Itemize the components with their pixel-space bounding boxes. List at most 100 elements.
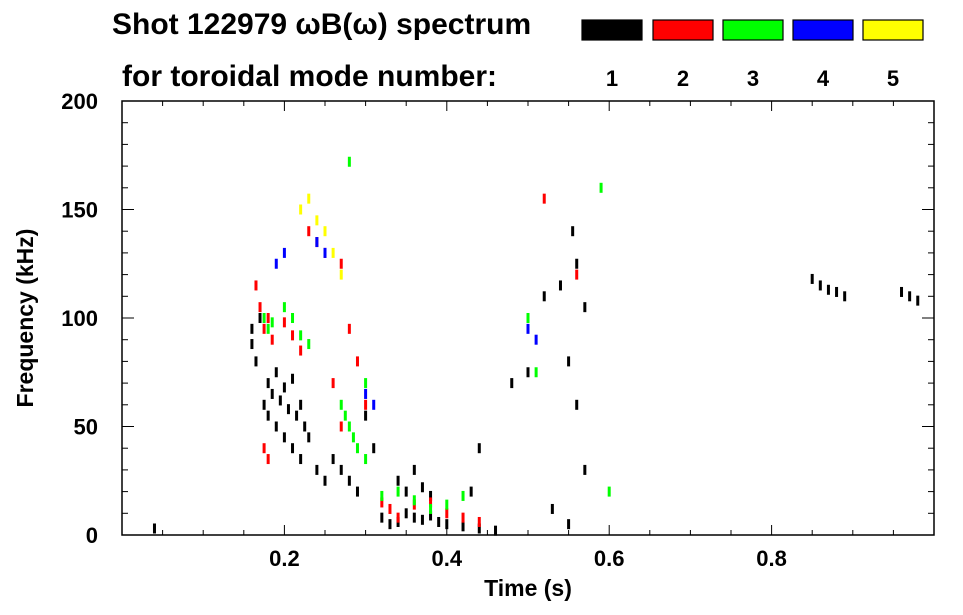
legend-swatch-mode-5	[862, 19, 924, 41]
data-point	[575, 269, 579, 280]
data-point	[477, 443, 481, 454]
data-point	[355, 486, 359, 497]
data-point	[575, 258, 579, 269]
data-point	[266, 410, 270, 421]
data-point	[331, 454, 335, 465]
data-point	[388, 519, 392, 530]
plot-area: 0.2 0.4 0.6 0.8 0 50 100 150 200	[61, 89, 935, 571]
data-point	[396, 475, 400, 486]
data-point	[262, 313, 266, 323]
legend-label-mode-4: 4	[817, 66, 830, 91]
data-point	[307, 339, 311, 350]
data-point	[437, 516, 441, 527]
data-point	[254, 356, 258, 367]
data-point	[307, 226, 311, 237]
y-tick-label: 50	[74, 415, 98, 440]
data-points	[152, 156, 920, 536]
data-point	[396, 512, 400, 523]
data-point	[270, 317, 274, 328]
data-point	[307, 193, 311, 204]
legend-label-mode-2: 2	[677, 66, 689, 91]
data-point	[262, 399, 266, 410]
data-point	[412, 512, 416, 523]
data-point	[429, 490, 433, 501]
data-point	[278, 395, 282, 406]
data-point	[526, 367, 530, 378]
data-point	[461, 512, 465, 523]
y-tick-label: 150	[61, 198, 98, 223]
data-point	[372, 443, 376, 454]
data-point	[339, 258, 343, 269]
data-point	[550, 503, 554, 514]
legend-swatch-mode-1	[581, 19, 643, 41]
data-point	[299, 204, 303, 215]
data-point	[404, 508, 408, 519]
data-point	[420, 482, 424, 493]
data-point	[274, 258, 278, 269]
data-point	[152, 523, 156, 534]
data-point	[461, 490, 465, 501]
data-point	[291, 313, 295, 323]
data-point	[380, 512, 384, 523]
data-point	[266, 313, 270, 323]
x-axis-label: Time (s)	[484, 575, 572, 601]
data-point	[295, 410, 299, 421]
data-point	[282, 382, 286, 393]
data-point	[323, 247, 327, 258]
data-point	[347, 421, 351, 432]
data-point	[835, 286, 839, 297]
data-point	[583, 464, 587, 475]
chart-title-line2: for toroidal mode number:	[122, 60, 497, 93]
data-point	[364, 454, 368, 465]
data-point	[282, 432, 286, 443]
data-point	[323, 475, 327, 486]
data-point	[339, 421, 343, 432]
data-point	[364, 388, 368, 399]
data-point	[445, 508, 449, 519]
y-tick-label: 0	[86, 523, 98, 548]
data-point	[404, 486, 408, 497]
data-point	[266, 454, 270, 465]
legend-label-mode-1: 1	[606, 66, 618, 91]
data-point	[364, 410, 368, 421]
x-tick-label: 0.8	[756, 546, 787, 571]
data-point	[315, 464, 319, 475]
data-point	[429, 503, 433, 514]
y-tick-label: 100	[61, 306, 98, 331]
data-point	[299, 345, 303, 356]
data-point	[274, 421, 278, 432]
data-point	[843, 291, 847, 302]
data-point	[908, 291, 912, 302]
data-point	[347, 156, 351, 167]
data-point	[347, 475, 351, 486]
data-point	[355, 443, 359, 454]
data-point	[494, 525, 498, 536]
data-point	[262, 323, 266, 334]
data-point	[339, 464, 343, 475]
data-point	[412, 464, 416, 475]
data-point	[583, 302, 587, 313]
data-point	[567, 356, 571, 367]
series-mode-1	[152, 226, 920, 536]
data-point	[274, 367, 278, 378]
data-point	[339, 399, 343, 410]
data-point	[412, 495, 416, 506]
data-point	[258, 302, 262, 313]
data-point	[469, 486, 473, 497]
legend-label-mode-5: 5	[887, 66, 899, 91]
data-point	[323, 226, 327, 237]
legend: 1 2 3 4 5	[581, 19, 924, 91]
legend-swatch-mode-3	[722, 19, 784, 41]
data-point	[299, 399, 303, 410]
data-point	[396, 486, 400, 497]
legend-swatch-mode-4	[792, 19, 854, 41]
data-point	[266, 378, 270, 389]
data-point	[347, 323, 351, 334]
data-point	[262, 443, 266, 454]
data-point	[270, 388, 274, 399]
data-point	[445, 499, 449, 510]
data-point	[303, 421, 307, 432]
data-point	[510, 378, 514, 389]
data-point	[299, 330, 303, 341]
data-point	[420, 514, 424, 525]
